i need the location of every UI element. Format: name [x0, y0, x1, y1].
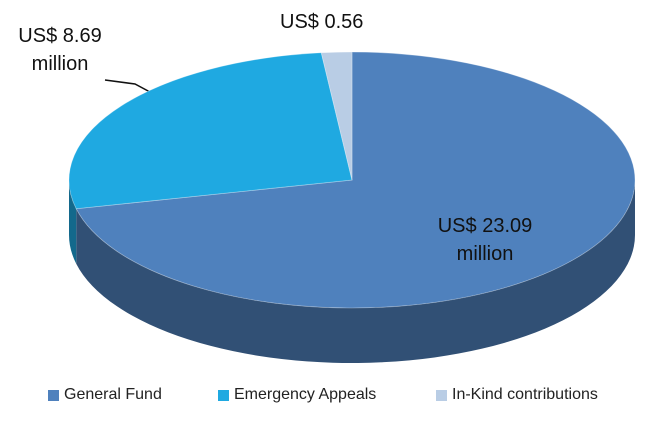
data-label: US$ 8.69 million	[18, 25, 102, 75]
legend-swatch	[48, 389, 59, 401]
legend-swatch	[436, 389, 447, 401]
data-label: US$ 23.09 million	[437, 215, 533, 265]
legend-item: Emergency Appeals	[218, 386, 376, 404]
legend-item: In-Kind contributions	[436, 386, 598, 404]
leader-line	[104, 79, 151, 93]
slice	[68, 52, 353, 210]
legend-label: Emergency Appeals	[234, 386, 377, 403]
legend-label: General Fund	[64, 386, 162, 403]
slice-side	[76, 180, 636, 364]
slice	[75, 51, 636, 309]
slice	[320, 51, 353, 181]
legend-swatch	[218, 389, 229, 401]
legend-label: In-Kind contributions	[452, 386, 598, 403]
data-label: US$ 0.56	[280, 11, 364, 33]
legend-item: General Fund	[48, 386, 162, 404]
slice-side	[69, 180, 77, 264]
